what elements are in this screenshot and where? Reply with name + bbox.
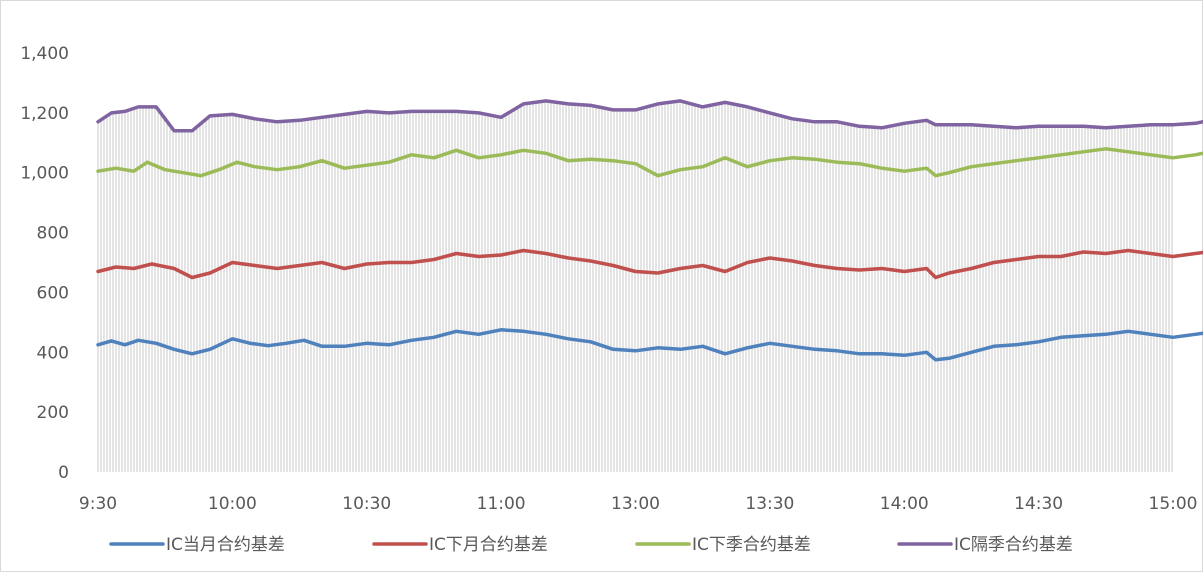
series-line-2 — [96, 248, 1203, 280]
x-tick-label: 9:30 — [79, 494, 117, 514]
x-tick-label: 14:00 — [880, 494, 929, 514]
x-tick-label: 10:00 — [208, 494, 257, 514]
x-tick-label: 13:00 — [611, 494, 660, 514]
series-line-4 — [96, 99, 1203, 133]
series-layer — [96, 99, 1203, 362]
y-tick-label: 800 — [37, 224, 69, 244]
legend: IC当月合约基差 IC下月合约基差 IC下季合约基差 IC隔季合约基差 — [109, 535, 1073, 555]
legend-label-3: IC下季合约基差 — [692, 535, 811, 555]
x-tick-label: 10:30 — [342, 494, 391, 514]
x-tick-label: 14:30 — [1014, 494, 1063, 514]
y-tick-label: 1,000 — [20, 164, 69, 184]
legend-label-2: IC下月合约基差 — [429, 535, 548, 555]
background-hatching — [97, 100, 1173, 472]
y-tick-label: 400 — [37, 343, 69, 363]
series-line-3 — [96, 147, 1203, 178]
y-axis: 0 200 400 600 800 1,000 1,200 1,400 — [20, 44, 69, 483]
series-line-1 — [96, 328, 1203, 362]
legend-label-1: IC当月合约基差 — [166, 535, 285, 555]
y-tick-label: 600 — [37, 283, 69, 303]
legend-label-4: IC隔季合约基差 — [954, 535, 1073, 555]
hatching-lines — [97, 100, 1173, 472]
y-tick-label: 1,200 — [20, 104, 69, 124]
y-tick-label: 200 — [37, 403, 69, 423]
y-tick-label: 0 — [58, 463, 69, 483]
x-tick-label: 11:00 — [477, 494, 526, 514]
y-tick-label: 1,400 — [20, 44, 69, 64]
x-tick-label: 15:00 — [1149, 494, 1198, 514]
x-axis: 9:30 10:00 10:30 11:00 13:00 13:30 14:00 14:30 1… — [79, 494, 1198, 514]
x-tick-label: 13:30 — [745, 494, 794, 514]
